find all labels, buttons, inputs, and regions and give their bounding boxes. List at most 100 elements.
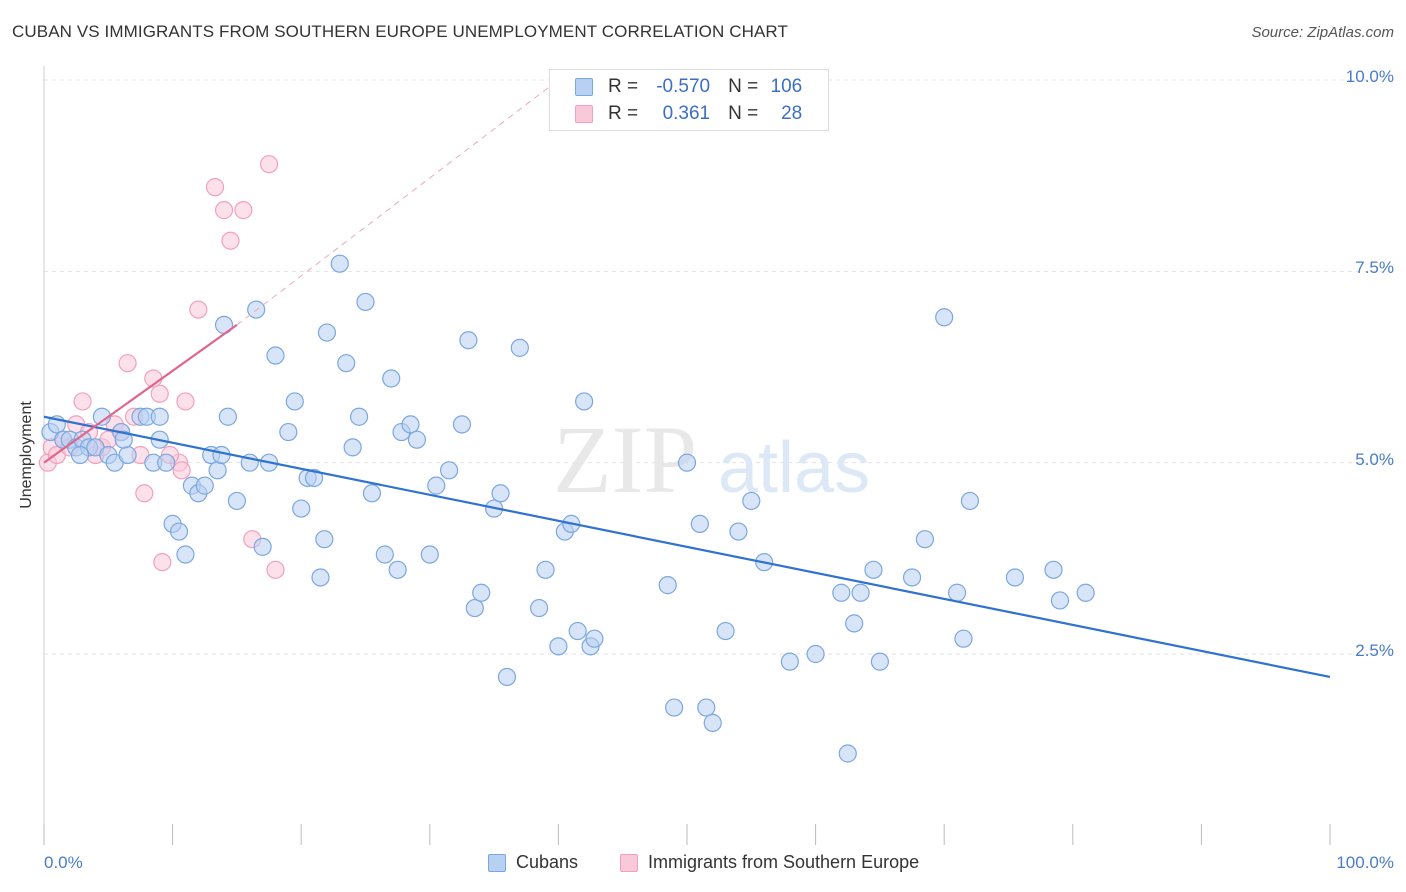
cubans-point[interactable] (253, 537, 272, 556)
cubans-point[interactable] (568, 621, 587, 641)
southern-europe-point[interactable] (259, 155, 279, 174)
cubans-point[interactable] (388, 560, 407, 579)
cubans-point[interactable] (690, 514, 709, 533)
cubans-point[interactable] (954, 629, 973, 648)
cubans-point[interactable] (114, 430, 133, 449)
cubans-point[interactable] (472, 583, 491, 602)
cubans-point[interactable] (549, 637, 568, 656)
cubans-point[interactable] (703, 713, 722, 732)
cubans-point[interactable] (870, 652, 890, 671)
cubans-point[interactable] (658, 576, 677, 595)
southern-europe-point[interactable] (153, 553, 172, 572)
southern-europe-point[interactable] (150, 384, 169, 403)
cubans-point[interactable] (851, 583, 870, 602)
cubans-point[interactable] (510, 338, 529, 357)
cubans-point[interactable] (330, 254, 349, 273)
southern-europe-point[interactable] (135, 484, 154, 503)
cubans-point[interactable] (915, 530, 935, 549)
cubans-point[interactable] (864, 560, 883, 579)
cubans-point[interactable] (832, 583, 851, 602)
cubans-point[interactable] (697, 698, 716, 717)
legend-row-cubans: R = -0.570 N = 106 (575, 75, 802, 99)
cubans-point[interactable] (337, 354, 356, 373)
cubans-point[interactable] (227, 491, 246, 511)
cubans-point[interactable] (285, 392, 304, 411)
cubans-point[interactable] (530, 598, 549, 618)
cubans-point[interactable] (292, 499, 311, 518)
cubans-point[interactable] (716, 621, 735, 641)
cubans-point[interactable] (1044, 560, 1063, 579)
cubans-point[interactable] (780, 652, 799, 671)
cubans-point[interactable] (382, 369, 401, 388)
cubans-point[interactable] (401, 415, 420, 434)
cubans-point[interactable] (742, 491, 761, 511)
cubans-point[interactable] (536, 560, 555, 579)
cubans-point[interactable] (935, 308, 954, 327)
cubans-point[interactable] (1076, 583, 1095, 602)
cubans-point[interactable] (960, 491, 980, 511)
cubans-point[interactable] (315, 530, 334, 549)
cubans-point[interactable] (452, 415, 472, 434)
cubans-point[interactable] (838, 744, 857, 763)
southern-europe-point[interactable] (118, 354, 137, 373)
cubans-point[interactable] (427, 476, 446, 495)
cubans-point[interactable] (266, 346, 285, 365)
cubans-point[interactable] (585, 629, 604, 648)
y-tick-label: 10.0% (1345, 67, 1394, 86)
cubans-point[interactable] (317, 323, 337, 342)
cubans-point[interactable] (70, 445, 90, 465)
cubans-point[interactable] (465, 598, 484, 618)
cubans-point[interactable] (947, 583, 967, 602)
southern-europe-point[interactable] (266, 560, 285, 579)
r-label: R = (608, 103, 639, 124)
cubans-point[interactable] (212, 445, 231, 465)
cubans-point[interactable] (407, 430, 427, 449)
cubans-point[interactable] (118, 445, 137, 465)
cubans-swatch (575, 78, 593, 96)
southern-europe-point[interactable] (221, 231, 240, 250)
cubans-point[interactable] (362, 484, 382, 503)
cubans-point[interactable] (279, 422, 298, 442)
southern-europe-point[interactable] (172, 461, 191, 480)
southern-europe-point[interactable] (189, 300, 208, 319)
cubans-point[interactable] (304, 468, 324, 488)
cubans-point[interactable] (169, 522, 189, 541)
cubans-point[interactable] (677, 453, 697, 472)
southern-europe-point[interactable] (205, 178, 225, 197)
cubans-point[interactable] (420, 545, 439, 564)
cubans-point[interactable] (150, 407, 169, 426)
cubans-point[interactable] (195, 476, 214, 495)
southern-europe-point[interactable] (73, 392, 92, 411)
cubans-point[interactable] (218, 407, 237, 426)
cubans-point[interactable] (343, 438, 362, 457)
cubans-point[interactable] (459, 331, 478, 350)
cubans-point[interactable] (1050, 591, 1070, 610)
n-label: N = (728, 103, 759, 124)
southern-europe-point[interactable] (234, 201, 253, 220)
cubans-point[interactable] (729, 522, 748, 541)
cubans-point[interactable] (157, 453, 176, 472)
cubans-point[interactable] (356, 292, 375, 312)
cubans-point[interactable] (349, 407, 369, 426)
southern-europe-point[interactable] (176, 392, 195, 411)
cubans-point[interactable] (497, 667, 517, 687)
y-tick-label: 7.5% (1355, 258, 1394, 278)
cubans-point[interactable] (845, 614, 864, 633)
cubans-point[interactable] (1005, 568, 1025, 587)
cubans-point[interactable] (439, 461, 459, 480)
legend-item-cubans[interactable]: Cubans (488, 852, 578, 873)
cubans-point[interactable] (311, 568, 330, 587)
cubans-point[interactable] (92, 407, 111, 426)
cubans-point[interactable] (902, 568, 922, 587)
cubans-point[interactable] (375, 545, 394, 564)
legend-item-southern-europe[interactable]: Immigrants from Southern Europe (620, 852, 919, 873)
southern-europe-point[interactable] (214, 201, 234, 220)
southern-europe-trend-line (43, 324, 238, 464)
cubans-point[interactable] (665, 698, 684, 717)
cubans-point[interactable] (208, 461, 227, 480)
cubans-point[interactable] (806, 644, 825, 664)
cubans-legend-label: Cubans (516, 852, 579, 872)
cubans-point[interactable] (491, 484, 510, 503)
cubans-point[interactable] (575, 392, 594, 411)
cubans-point[interactable] (176, 545, 195, 564)
